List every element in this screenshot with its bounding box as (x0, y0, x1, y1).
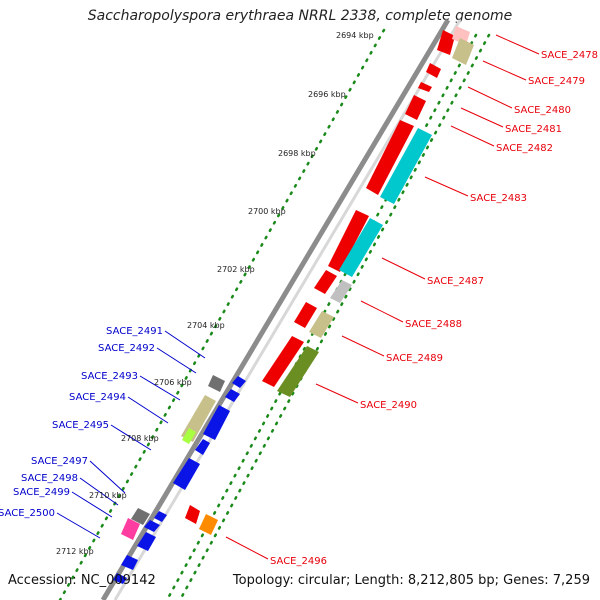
gene-label: SACE_2496 (270, 556, 327, 567)
gene-feature (113, 573, 127, 584)
gene-feature (185, 505, 200, 524)
gene-label: SACE_2494 (69, 392, 126, 403)
forward-features (185, 26, 474, 535)
gene-label: SACE_2478 (541, 50, 598, 61)
gene-feature (121, 555, 138, 570)
gene-label: SACE_2500 (0, 508, 55, 519)
gene-label: SACE_2481 (505, 124, 562, 135)
page-title: Saccharopolyspora erythraea NRRL 2338, c… (87, 8, 513, 24)
gene-feature (366, 120, 414, 195)
tick-label: 2712 kbp (56, 547, 94, 556)
gene-feature (418, 82, 432, 92)
gene-feature (294, 302, 317, 328)
gene-feature (137, 532, 156, 551)
backbone (100, 18, 462, 600)
tick-label: 2694 kbp (336, 31, 374, 40)
gene-feature (405, 95, 426, 120)
guide-outer-forward (178, 33, 491, 600)
gene-feature (426, 63, 441, 78)
gene-feature (452, 26, 470, 45)
genome-summary: Topology: circular; Length: 8,212,805 bp… (232, 573, 590, 588)
gene-feature (309, 311, 334, 338)
accession-text: Accession: NC_009142 (8, 573, 156, 588)
gene-label: SACE_2491 (106, 326, 163, 337)
gene-feature (154, 511, 167, 522)
gene-feature (339, 218, 383, 277)
leader-lines-reverse (56, 330, 206, 539)
gene-label: SACE_2488 (405, 319, 462, 330)
gene-feature (380, 128, 432, 204)
gene-label: SACE_2487 (427, 276, 484, 287)
tick-label: 2710 kbp (89, 491, 127, 500)
leader-lines (225, 34, 540, 560)
tick-label: 2696 kbp (308, 90, 346, 99)
gene-feature (199, 514, 218, 535)
gene-label: SACE_2479 (528, 76, 585, 87)
gene-feature (173, 458, 200, 490)
gene-label: SACE_2483 (470, 193, 527, 204)
gene-label: SACE_2497 (31, 456, 88, 467)
guide-reverse (58, 28, 386, 600)
forward-gene-labels: SACE_2478 SACE_2479 SACE_2480 SACE_2481 … (270, 50, 598, 567)
tick-label: 2702 kbp (217, 265, 255, 274)
gene-feature (452, 38, 474, 65)
gene-feature (195, 439, 210, 455)
gene-feature (182, 428, 196, 444)
tick-label: 2708 kbp (121, 434, 159, 443)
reverse-gene-labels: SACE_2491 SACE_2492 SACE_2493 SACE_2494 … (0, 326, 163, 519)
gene-label: SACE_2499 (13, 487, 70, 498)
tick-label: 2706 kbp (154, 378, 192, 387)
gene-feature (437, 30, 455, 55)
gene-label: SACE_2498 (21, 473, 78, 484)
gene-label: SACE_2482 (496, 143, 553, 154)
gene-label: SACE_2490 (360, 400, 417, 411)
tick-label: 2704 kbp (187, 321, 225, 330)
reverse-features (113, 375, 246, 584)
gene-feature (232, 376, 246, 388)
tick-label: 2698 kbp (278, 149, 316, 158)
gene-feature (277, 346, 319, 397)
gene-label: SACE_2480 (514, 105, 571, 116)
scale-labels: 2694 kbp 2696 kbp 2698 kbp 2700 kbp 2702… (56, 31, 374, 556)
gene-feature (203, 405, 230, 440)
gene-label: SACE_2493 (81, 371, 138, 382)
gene-label: SACE_2495 (52, 420, 109, 431)
gene-label: SACE_2492 (98, 343, 155, 354)
gene-feature (144, 520, 160, 532)
gene-feature (328, 210, 369, 272)
gene-feature (121, 518, 140, 540)
gene-feature (330, 280, 352, 303)
gene-feature (208, 375, 225, 392)
gene-feature (131, 508, 150, 525)
gene-feature (314, 270, 337, 294)
tick-label: 2700 kbp (248, 207, 286, 216)
gene-feature (262, 336, 304, 387)
gene-label: SACE_2489 (386, 353, 443, 364)
gene-feature (225, 389, 240, 402)
